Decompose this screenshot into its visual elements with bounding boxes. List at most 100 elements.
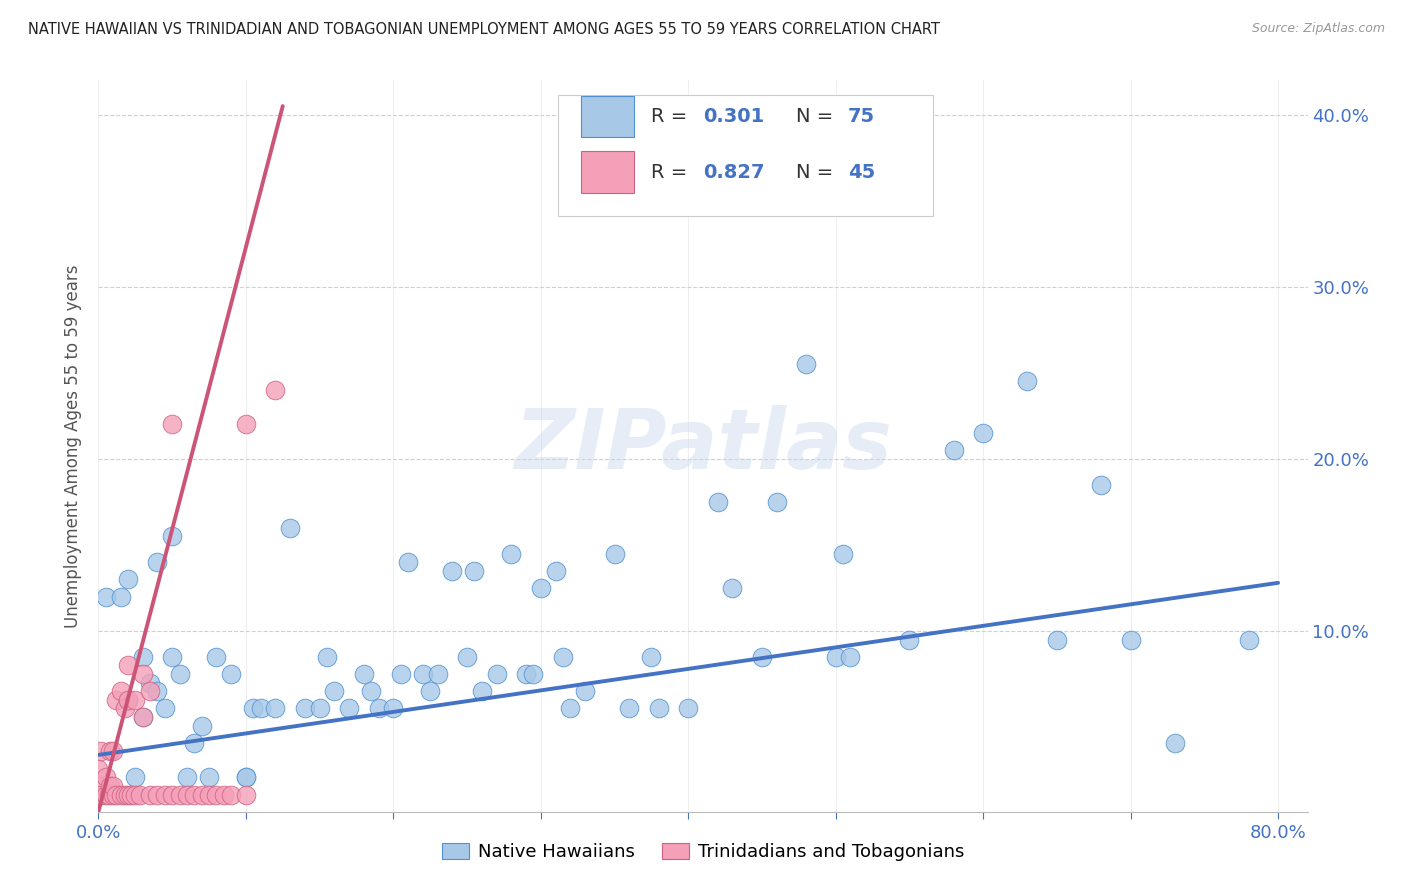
Text: N =: N = xyxy=(796,162,839,182)
Point xyxy=(619,701,641,715)
Point xyxy=(117,658,139,673)
Point xyxy=(412,667,434,681)
Point xyxy=(308,701,330,715)
Point xyxy=(551,649,574,664)
Point xyxy=(278,521,301,535)
Point xyxy=(110,788,132,802)
Point xyxy=(721,581,744,595)
Point xyxy=(389,667,412,681)
FancyBboxPatch shape xyxy=(581,152,634,193)
Point xyxy=(105,693,128,707)
Point xyxy=(574,684,596,698)
Point xyxy=(101,779,124,793)
Point xyxy=(190,788,212,802)
Text: 75: 75 xyxy=(848,107,875,126)
Point xyxy=(139,684,162,698)
Point xyxy=(94,590,117,604)
Point xyxy=(367,701,389,715)
Point xyxy=(87,788,110,802)
Point xyxy=(648,701,671,715)
Point xyxy=(117,788,139,802)
Text: R =: R = xyxy=(651,162,693,182)
Point xyxy=(456,649,478,664)
Point xyxy=(98,744,121,758)
Point xyxy=(264,383,287,397)
Point xyxy=(235,417,257,432)
Point xyxy=(160,649,183,664)
Text: Source: ZipAtlas.com: Source: ZipAtlas.com xyxy=(1251,22,1385,36)
Point xyxy=(219,788,242,802)
Point xyxy=(90,788,112,802)
Text: 0.827: 0.827 xyxy=(703,162,765,182)
Point xyxy=(94,770,117,784)
Point xyxy=(898,632,921,647)
Point xyxy=(87,762,110,776)
Point xyxy=(128,788,150,802)
Point xyxy=(160,417,183,432)
Point xyxy=(205,649,228,664)
Point xyxy=(706,495,728,509)
Point xyxy=(603,547,626,561)
Point xyxy=(87,779,110,793)
Point xyxy=(124,693,146,707)
Point xyxy=(316,649,339,664)
Text: 45: 45 xyxy=(848,162,876,182)
Point xyxy=(169,788,191,802)
Point xyxy=(146,555,169,569)
FancyBboxPatch shape xyxy=(581,95,634,137)
Text: NATIVE HAWAIIAN VS TRINIDADIAN AND TOBAGONIAN UNEMPLOYMENT AMONG AGES 55 TO 59 Y: NATIVE HAWAIIAN VS TRINIDADIAN AND TOBAG… xyxy=(28,22,941,37)
Point xyxy=(183,736,205,750)
Point xyxy=(124,770,146,784)
Point xyxy=(515,667,537,681)
Point xyxy=(198,770,221,784)
Point xyxy=(426,667,449,681)
Point xyxy=(1164,736,1187,750)
Point xyxy=(131,667,153,681)
Point xyxy=(249,701,271,715)
Point xyxy=(94,788,117,802)
Text: ZIPatlas: ZIPatlas xyxy=(515,406,891,486)
Point xyxy=(323,684,346,698)
Point xyxy=(101,788,124,802)
Point xyxy=(972,426,994,441)
Legend: Native Hawaiians, Trinidadians and Tobagonians: Native Hawaiians, Trinidadians and Tobag… xyxy=(434,836,972,869)
Text: R =: R = xyxy=(651,107,693,126)
Point xyxy=(1090,477,1112,491)
FancyBboxPatch shape xyxy=(558,95,932,216)
Point xyxy=(751,649,773,664)
Point xyxy=(117,573,139,587)
Point xyxy=(114,701,136,715)
Point xyxy=(560,701,582,715)
Point xyxy=(360,684,382,698)
Point xyxy=(824,649,846,664)
Text: 0.301: 0.301 xyxy=(703,107,765,126)
Point xyxy=(471,684,494,698)
Point xyxy=(110,684,132,698)
Point xyxy=(190,719,212,733)
Point xyxy=(463,564,485,578)
Point xyxy=(640,649,662,664)
Point xyxy=(942,443,965,458)
Point xyxy=(139,788,162,802)
Point xyxy=(105,788,128,802)
Point xyxy=(419,684,441,698)
Point xyxy=(294,701,316,715)
Point xyxy=(98,779,121,793)
Point xyxy=(169,667,191,681)
Point xyxy=(337,701,360,715)
Point xyxy=(242,701,264,715)
Text: N =: N = xyxy=(796,107,839,126)
Point xyxy=(1237,632,1260,647)
Point xyxy=(544,564,567,578)
Point xyxy=(124,788,146,802)
Point xyxy=(117,693,139,707)
Point xyxy=(485,667,508,681)
Point xyxy=(131,710,153,724)
Point xyxy=(131,649,153,664)
Y-axis label: Unemployment Among Ages 55 to 59 years: Unemployment Among Ages 55 to 59 years xyxy=(65,264,83,628)
Point xyxy=(765,495,787,509)
Point xyxy=(219,667,242,681)
Point xyxy=(153,788,176,802)
Point xyxy=(153,701,176,715)
Point xyxy=(235,770,257,784)
